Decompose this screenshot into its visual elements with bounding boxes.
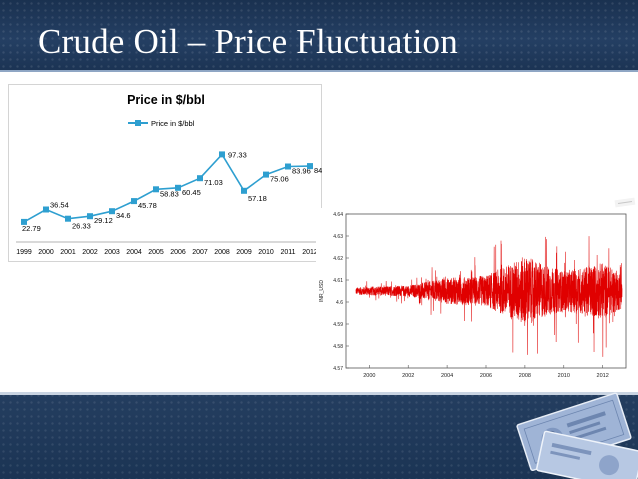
price-point-2001: [65, 215, 71, 222]
volatility-series-line: [355, 236, 623, 357]
price-x-tick-2006: 2006: [170, 249, 186, 256]
price-x-tick-2001: 2001: [60, 249, 76, 256]
price-point-2004: [131, 198, 137, 205]
volatility-y-ticks: 4.57 4.58 4.59 4.6 4.61 4.62 4.63 4.64: [333, 212, 349, 372]
volatility-y-tick-label: 4.59: [333, 322, 343, 328]
volatility-x-tick-label: 2008: [519, 373, 531, 379]
volatility-y-tick-label: 4.6: [336, 300, 343, 306]
price-data-label-2008: 97.33: [228, 150, 247, 159]
slide-title: Crude Oil – Price Fluctuation: [38, 22, 458, 61]
price-x-tick-2004: 2004: [126, 249, 142, 256]
price-data-label-2003: 34.6: [116, 211, 131, 220]
volatility-y-axis-label: INR_USD: [319, 280, 325, 302]
inr-usd-volatility-chart: INR_USD 4.574.584.594.64.614.624.634.64 …: [316, 208, 632, 388]
volatility-y-tick-label: 4.64: [333, 212, 343, 218]
price-x-tick-2009: 2009: [236, 249, 252, 256]
price-data-label-2006: 60.45: [182, 188, 201, 197]
volatility-x-tick-label: 2002: [402, 373, 414, 379]
volatility-x-tick-label: 2012: [597, 373, 609, 379]
price-x-tick-2007: 2007: [192, 249, 208, 256]
header-divider: [0, 70, 638, 72]
price-x-tick-2005: 2005: [148, 249, 164, 256]
price-point-2002: [87, 213, 93, 220]
price-data-label-2005: 58.83: [160, 189, 179, 198]
small-watermark-mark: [614, 197, 636, 208]
price-data-label-2012: 84.47: [314, 166, 322, 175]
footer-divider: [0, 392, 638, 395]
slide-header: Crude Oil – Price Fluctuation: [0, 0, 638, 72]
price-data-label-2010: 75.06: [270, 175, 289, 184]
price-x-tick-2010: 2010: [258, 249, 274, 256]
price-line-chart: Price in $/bbl Price in $/bbl 22.79 36.54…: [8, 84, 322, 262]
price-point-2012: [307, 163, 313, 170]
price-point-2011: [285, 163, 291, 170]
price-x-tick-2012: 2012: [302, 249, 318, 256]
price-x-tick-2000: 2000: [38, 249, 54, 256]
volatility-y-tick-label: 4.61: [333, 278, 343, 284]
price-x-tick-2008: 2008: [214, 249, 230, 256]
volatility-y-tick-label: 4.62: [333, 256, 343, 262]
price-x-tick-1999: 1999: [16, 249, 32, 256]
price-data-label-2007: 71.03: [204, 178, 223, 187]
price-data-label-2011: 83.96: [292, 167, 311, 176]
volatility-x-tick-label: 2006: [480, 373, 492, 379]
price-point-2007: [197, 175, 203, 182]
price-point-2006: [175, 184, 181, 191]
price-x-tick-2011: 2011: [280, 249, 295, 256]
volatility-x-tick-label: 2000: [363, 373, 375, 379]
price-point-2000: [43, 206, 49, 213]
price-data-label-2001: 26.33: [72, 222, 91, 231]
price-chart-title: Price in $/bbl: [127, 93, 205, 107]
price-point-2008: [219, 151, 225, 158]
price-data-label-2002: 29.12: [94, 216, 113, 225]
price-point-2003: [109, 208, 115, 215]
volatility-x-tick-label: 2004: [441, 373, 453, 379]
price-series-line: [23, 153, 311, 223]
price-point-2005: [153, 186, 159, 193]
price-data-label-2004: 45.78: [138, 201, 157, 210]
volatility-y-tick-label: 4.57: [333, 366, 343, 372]
price-chart-legend: Price in $/bbl: [128, 119, 195, 128]
price-data-label-1999: 22.79: [22, 224, 41, 233]
price-data-label-2009: 57.18: [248, 194, 267, 203]
price-point-1999: [21, 218, 27, 225]
price-chart-x-tick-labels: 1999 2000 2001 2002 2003 2004 2005 2006 2007 2008…: [16, 249, 318, 256]
price-chart-border: [8, 84, 322, 262]
price-point-2009: [241, 187, 247, 194]
volatility-y-tick-label: 4.58: [333, 344, 343, 350]
legend-label: Price in $/bbl: [151, 119, 195, 128]
price-data-label-2000: 36.54: [50, 201, 69, 210]
volatility-x-tick-label: 2010: [558, 373, 570, 379]
price-point-2010: [263, 171, 269, 178]
price-x-tick-2003: 2003: [104, 249, 120, 256]
price-x-tick-2002: 2002: [82, 249, 98, 256]
volatility-y-tick-label: 4.63: [333, 234, 343, 240]
volatility-x-ticks: 2000 2002 2004 2006 2008 2010 2012: [363, 365, 609, 379]
legend-marker-swatch: [135, 120, 141, 126]
banknotes-decoration: [516, 392, 638, 479]
